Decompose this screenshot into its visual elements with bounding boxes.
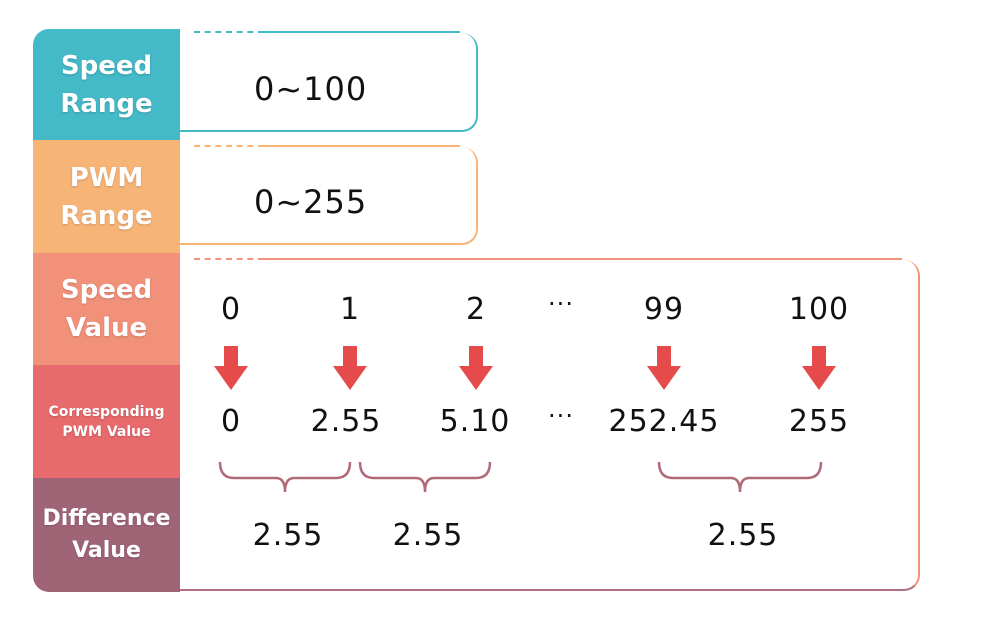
- pwm-range-label: PWM Range: [33, 140, 197, 253]
- pwm-value-2-55: 2.55: [310, 404, 382, 439]
- pwm-range-box: [180, 145, 478, 245]
- speed-range-box: [180, 31, 478, 132]
- speed-value-ellipsis: ···: [548, 290, 574, 318]
- pwm-value-ellipsis: ···: [548, 402, 574, 430]
- pwm-value-255: 255: [788, 404, 850, 439]
- pwm-value-5-10: 5.10: [439, 404, 511, 439]
- corresponding-pwm-value-label: Corresponding PWM Value: [33, 365, 197, 478]
- difference-value-2: 2.55: [392, 518, 464, 553]
- down-arrow-icon: [647, 346, 681, 390]
- speed-value-99: 99: [643, 292, 685, 327]
- down-arrow-icon: [802, 346, 836, 390]
- speed-value-2: 2: [465, 292, 487, 327]
- speed-value-100: 100: [788, 292, 850, 327]
- speed-value-0: 0: [220, 292, 242, 327]
- difference-brace: [218, 461, 352, 493]
- speed-value-label: Speed Value: [33, 253, 197, 365]
- speed-value-1: 1: [339, 292, 361, 327]
- difference-value-label: Difference Value: [33, 478, 197, 592]
- difference-brace: [358, 461, 492, 493]
- difference-value-3: 2.55: [707, 518, 779, 553]
- down-arrow-icon: [214, 346, 248, 390]
- pwm-range-value: 0~255: [254, 183, 368, 221]
- difference-value-1: 2.55: [252, 518, 324, 553]
- down-arrow-icon: [459, 346, 493, 390]
- speed-range-value: 0~100: [254, 70, 368, 108]
- pwm-value-252-45: 252.45: [608, 404, 720, 439]
- speed-range-label: Speed Range: [33, 29, 197, 140]
- down-arrow-icon: [333, 346, 367, 390]
- difference-brace: [657, 461, 823, 493]
- pwm-value-0: 0: [220, 404, 242, 439]
- value-mapping-box: [180, 258, 920, 591]
